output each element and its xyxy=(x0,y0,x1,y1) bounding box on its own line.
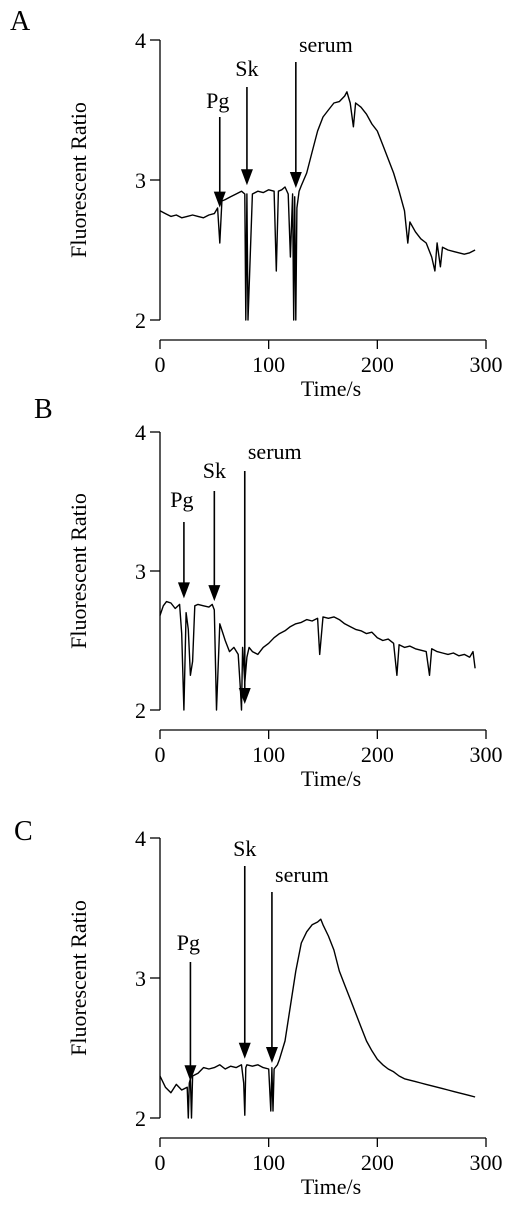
x-tick-label: 300 xyxy=(470,742,503,767)
annotation-arrow-head xyxy=(208,585,221,602)
y-tick-label: 3 xyxy=(135,168,146,193)
series-line xyxy=(159,600,476,711)
y-tick-label: 4 xyxy=(135,826,146,851)
y-tick-label: 4 xyxy=(135,28,146,53)
annotation-arrow-head xyxy=(213,191,226,208)
annotation-label-serum: serum xyxy=(299,32,353,57)
panel-label: B xyxy=(34,394,53,425)
panel-label: C xyxy=(14,816,33,847)
annotation-label-pg: Pg xyxy=(177,930,200,955)
x-tick-label: 100 xyxy=(252,1150,285,1175)
annotation-label-sk: Sk xyxy=(233,836,256,861)
annotation-arrow-head xyxy=(177,582,190,599)
annotation-label-pg: Pg xyxy=(170,487,193,512)
annotation-label-serum: serum xyxy=(275,862,329,887)
y-axis-title: Fluorescent Ratio xyxy=(66,900,91,1056)
y-tick-label: 2 xyxy=(135,698,146,723)
annotation-label-sk: Sk xyxy=(203,458,226,483)
y-tick-label: 2 xyxy=(135,308,146,333)
annotation-arrow-head xyxy=(289,172,302,188)
y-tick-label: 4 xyxy=(135,420,146,445)
series-line xyxy=(159,918,476,1119)
x-tick-label: 200 xyxy=(361,352,394,377)
y-axis-title: Fluorescent Ratio xyxy=(66,493,91,649)
x-tick-label: 200 xyxy=(361,1150,394,1175)
x-tick-label: 100 xyxy=(252,352,285,377)
annotation-arrow-head xyxy=(240,169,253,186)
x-tick-label: 300 xyxy=(470,352,503,377)
x-tick-label: 100 xyxy=(252,742,285,767)
y-axis-title: Fluorescent Ratio xyxy=(66,102,91,258)
x-tick-label: 200 xyxy=(361,742,394,767)
annotation-label-serum: serum xyxy=(248,439,302,464)
annotation-label-pg: Pg xyxy=(206,88,229,113)
y-tick-label: 3 xyxy=(135,559,146,584)
series-line xyxy=(159,91,476,321)
x-tick-label: 0 xyxy=(155,1150,166,1175)
annotation-label-sk: Sk xyxy=(235,56,258,81)
x-tick-label: 300 xyxy=(470,1150,503,1175)
y-tick-label: 2 xyxy=(135,1106,146,1131)
panel-label: A xyxy=(10,6,31,37)
annotation-arrow-head xyxy=(265,1047,278,1063)
x-axis-title: Time/s xyxy=(301,376,361,401)
x-axis-title: Time/s xyxy=(301,766,361,791)
x-tick-label: 0 xyxy=(155,352,166,377)
annotation-arrow-head xyxy=(238,688,251,704)
x-axis-title: Time/s xyxy=(301,1174,361,1199)
annotation-arrow-head xyxy=(184,1065,197,1082)
y-tick-label: 3 xyxy=(135,966,146,991)
annotation-arrow-head xyxy=(238,1042,251,1059)
x-tick-label: 0 xyxy=(155,742,166,767)
